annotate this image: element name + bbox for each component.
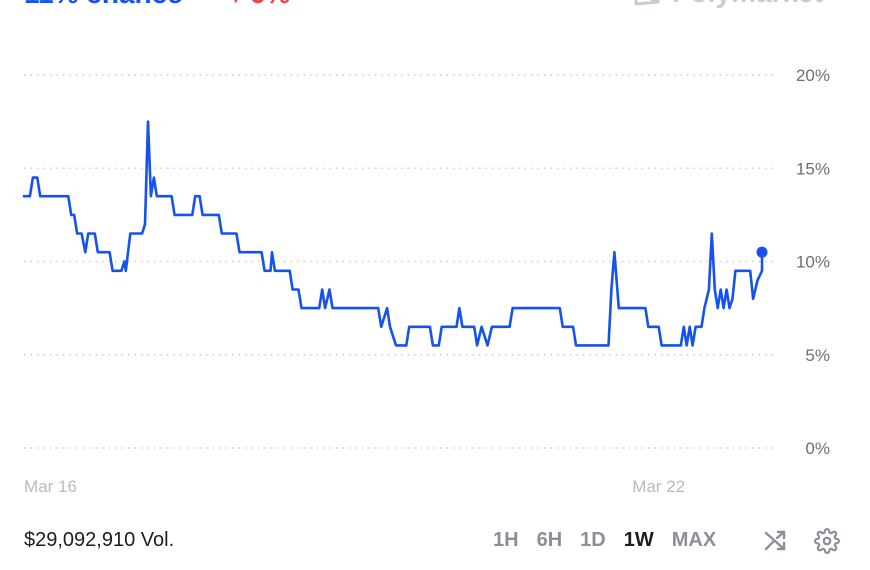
price-chart: 20% 15% 10% 5% 0% Mar 16 Mar 22 [22, 66, 830, 496]
header-bar: 11% chance ▼6% Polymarket [0, 0, 870, 10]
y-axis: 20% 15% 10% 5% 0% [796, 66, 830, 458]
brand-name: Polymarket [672, 0, 823, 9]
range-button-6h[interactable]: 6H [528, 526, 572, 554]
chance-value: 11% chance [24, 0, 183, 10]
range-button-1d[interactable]: 1D [571, 526, 615, 554]
y-tick-label: 0% [805, 439, 830, 458]
y-tick-label: 20% [796, 66, 830, 85]
grid [24, 74, 776, 449]
x-tick-label: Mar 22 [632, 477, 685, 496]
polymarket-logo-icon [632, 0, 662, 6]
series-line [22, 120, 764, 347]
y-tick-label: 5% [805, 346, 830, 365]
shuffle-icon[interactable] [761, 526, 791, 556]
y-tick-label: 15% [796, 159, 830, 178]
y-tick-label: 10% [796, 253, 830, 272]
chart-footer: $29,092,910 Vol. 1H 6H 1D 1W MAX [0, 520, 870, 560]
range-button-1w[interactable]: 1W [615, 526, 663, 554]
last-point-marker [756, 246, 768, 258]
range-button-max[interactable]: MAX [663, 526, 725, 554]
volume-label: $29,092,910 Vol. [24, 529, 175, 551]
chance-change: ▼6% [222, 0, 290, 10]
brand[interactable]: Polymarket [632, 0, 823, 8]
x-axis: Mar 16 Mar 22 [24, 477, 685, 496]
x-tick-label: Mar 16 [24, 477, 77, 496]
range-selector: 1H 6H 1D 1W MAX [484, 526, 725, 554]
gear-icon[interactable] [812, 526, 842, 556]
range-button-1h[interactable]: 1H [484, 526, 528, 554]
